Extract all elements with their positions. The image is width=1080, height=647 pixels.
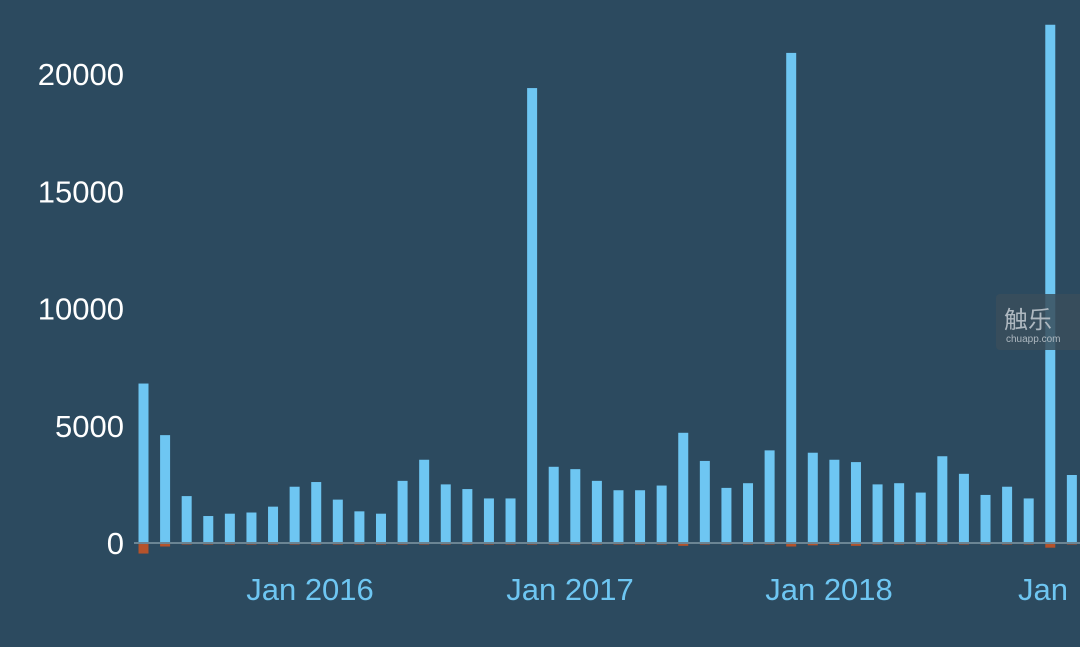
bar: [807, 452, 818, 543]
bar: [203, 516, 214, 543]
bar: [829, 459, 840, 543]
bar: [548, 466, 559, 543]
bar: [181, 496, 192, 543]
y-tick-label: 0: [107, 526, 124, 561]
bar: [980, 494, 991, 543]
bar: [289, 486, 300, 543]
bar: [894, 483, 905, 543]
bar: [224, 513, 235, 543]
x-tick-label: Jan 2017: [506, 572, 634, 607]
y-tick-label: 5000: [55, 409, 124, 444]
bar: [613, 490, 624, 543]
bar: [332, 499, 343, 543]
bar: [764, 450, 775, 543]
bar: [699, 460, 710, 543]
bar: [872, 484, 883, 544]
bar: [440, 484, 451, 544]
bar: [419, 459, 430, 543]
negative-bar: [807, 543, 818, 546]
negative-bar: [850, 543, 861, 546]
bar: [246, 512, 257, 543]
bar: [268, 506, 279, 543]
watermark-box: [996, 294, 1080, 350]
bar: [1023, 498, 1034, 543]
bar: [1045, 24, 1056, 543]
x-tick-label: Jan 2018: [765, 572, 893, 607]
bar: [656, 485, 667, 543]
bar: [160, 435, 171, 543]
bars: [138, 24, 1077, 544]
bar: [505, 498, 516, 543]
bar: [375, 513, 386, 543]
y-tick-label: 20000: [38, 57, 124, 92]
bar: [958, 473, 969, 543]
watermark-url-text: chuapp.com: [1006, 334, 1060, 345]
bar: [311, 482, 322, 543]
negative-bar: [1045, 543, 1056, 548]
negative-bars: [138, 543, 1077, 554]
negative-bar: [786, 543, 797, 547]
bar: [915, 492, 926, 543]
y-axis-ticks: 0 5000 10000 15000 20000: [38, 57, 124, 561]
bar: [138, 383, 149, 543]
x-tick-label: Jan 2016: [246, 572, 374, 607]
x-axis-ticks: Jan 2016 Jan 2017 Jan 2018 Jan: [246, 572, 1068, 607]
bar: [1002, 486, 1013, 543]
bar: [570, 469, 581, 543]
bar: [1066, 475, 1077, 543]
x-tick-label: Jan: [1018, 572, 1068, 607]
bar: [527, 88, 538, 543]
bar: [678, 432, 689, 543]
bar: [635, 490, 646, 543]
bar: [721, 487, 732, 543]
negative-bar: [138, 543, 149, 554]
negative-bar: [160, 543, 171, 547]
negative-bar: [678, 543, 689, 546]
y-tick-label: 15000: [38, 174, 124, 209]
bar: [462, 489, 473, 543]
bar: [397, 480, 408, 543]
bar: [743, 483, 754, 543]
y-tick-label: 10000: [38, 292, 124, 327]
bar: [483, 498, 494, 543]
watermark: 触乐 chuapp.com: [996, 294, 1080, 350]
watermark-logo-text: 触乐: [1004, 307, 1052, 334]
bar: [591, 480, 602, 543]
bar: [937, 456, 948, 543]
bar: [850, 462, 861, 543]
bar: [354, 511, 365, 543]
bar: [786, 52, 797, 544]
